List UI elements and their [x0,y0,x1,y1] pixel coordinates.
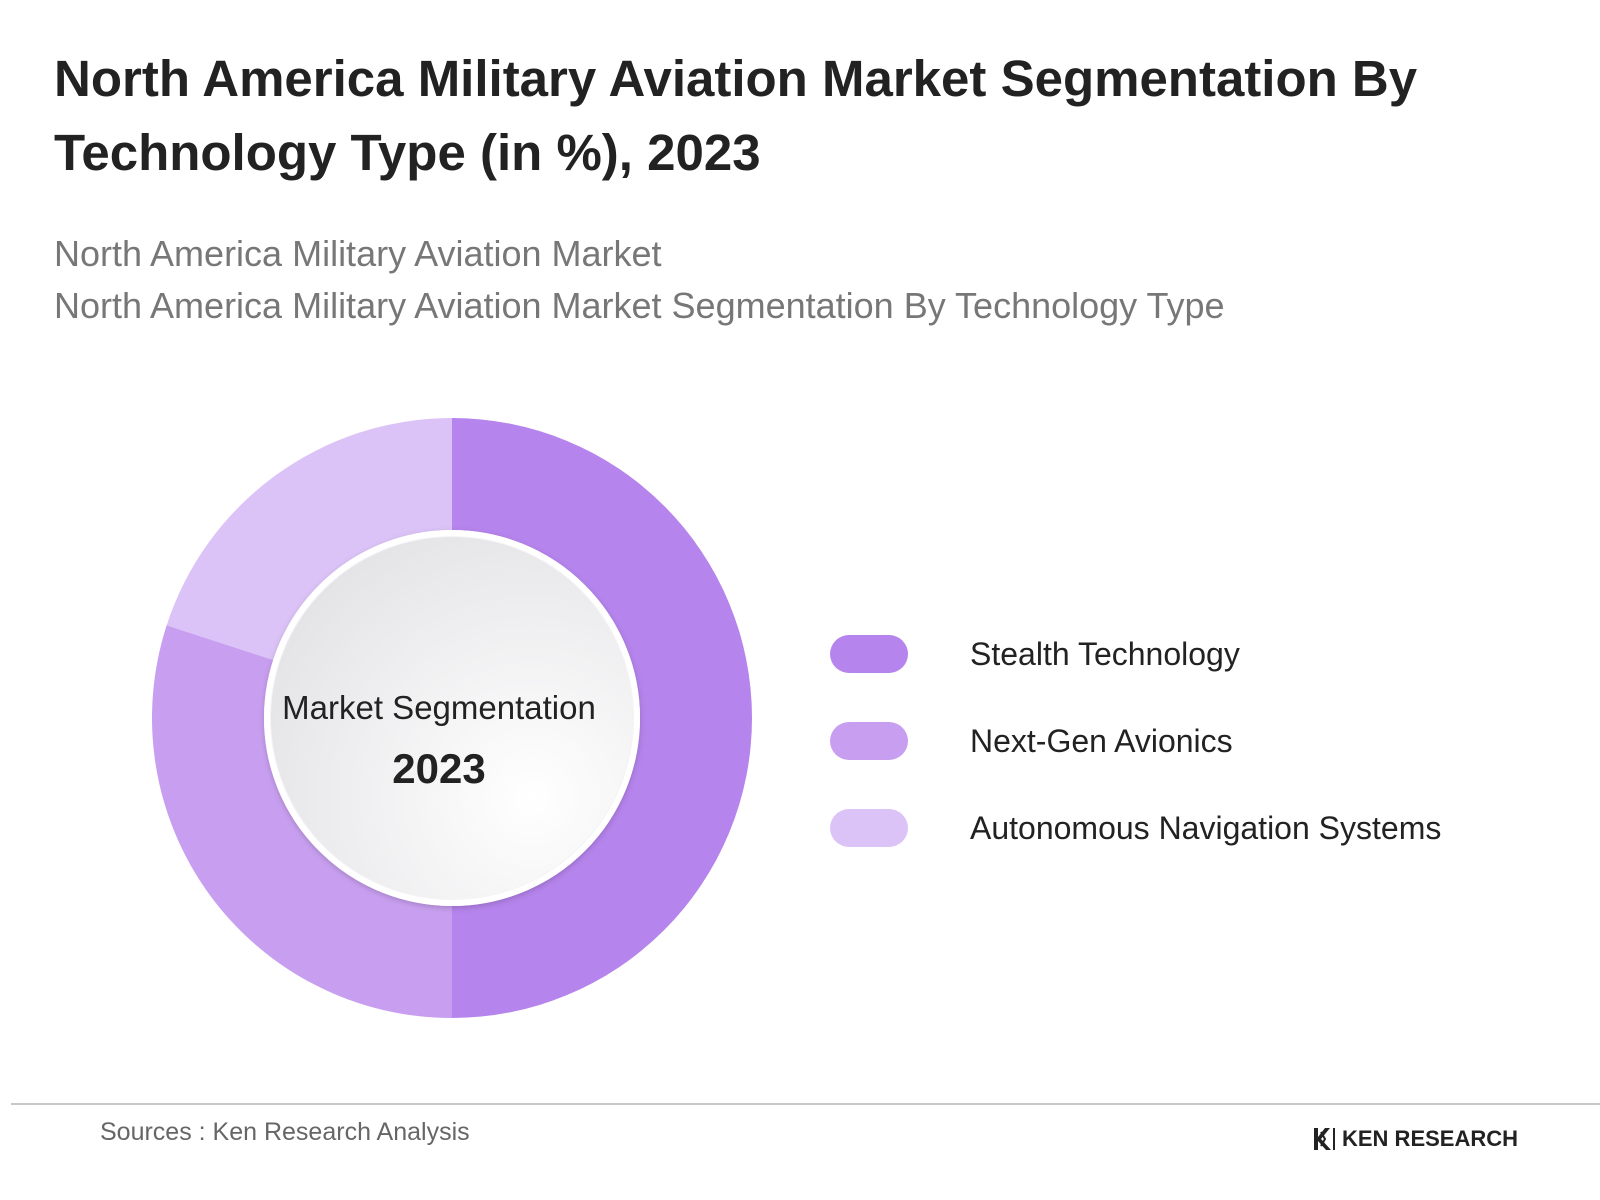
legend-swatch-next-gen-avionics [830,722,908,760]
ken-research-logo: KEN RESEARCH [1312,1126,1518,1152]
donut-slice-autonomous-navigation-systems [166,418,452,660]
donut-chart: Market Segmentation 2023 [151,418,752,1018]
legend-item-autonomous-navigation-systems: Autonomous Navigation Systems [830,808,1441,848]
center-label: Market Segmentation [282,689,596,726]
donut-slice-next-gen-avionics [151,625,452,1018]
subtitle-line-2: North America Military Aviation Market S… [54,285,1225,326]
legend-label-stealth-technology: Stealth Technology [970,636,1240,672]
legend-swatch-stealth-technology [830,635,908,673]
subtitle-line-1: North America Military Aviation Market [54,233,662,274]
legend-label-next-gen-avionics: Next-Gen Avionics [970,723,1233,759]
footer-divider [11,1103,1600,1105]
donut-slice-stealth-technology [452,418,752,1018]
donut-slices [151,418,752,1018]
ken-research-logo-icon [1314,1128,1335,1150]
legend-item-stealth-technology: Stealth Technology [830,634,1240,674]
center-year: 2023 [392,745,485,792]
legend-item-next-gen-avionics: Next-Gen Avionics [830,721,1233,761]
source-note: Sources : Ken Research Analysis [100,1118,470,1146]
legend-swatch-autonomous-navigation-systems [830,809,908,847]
chart-subtitle: North America Military Aviation Market N… [54,228,1514,332]
legend-label-autonomous-navigation-systems: Autonomous Navigation Systems [970,810,1442,846]
chart-title: North America Military Aviation Market S… [54,50,1418,181]
ken-research-logo-text: KEN RESEARCH [1342,1126,1519,1151]
donut-center-gradient [271,537,633,899]
